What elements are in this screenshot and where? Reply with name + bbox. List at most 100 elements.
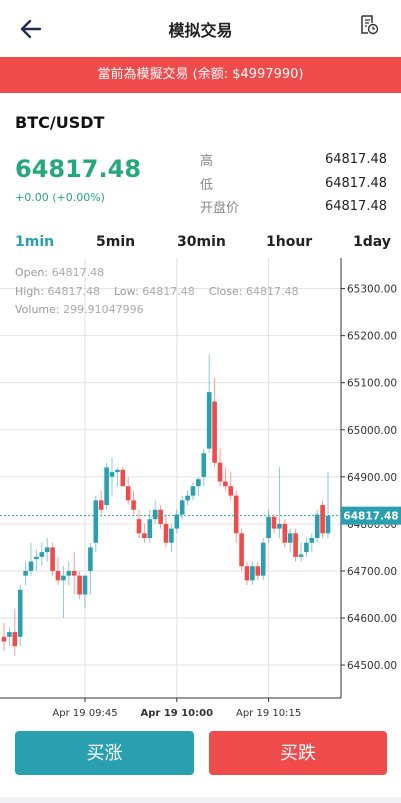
candle-body <box>174 514 180 529</box>
candlestick-chart[interactable]: 65300.00 65200.00 65100.00 65000.00 64900.00… <box>0 258 401 724</box>
candle-body <box>39 552 45 557</box>
candle-body <box>255 566 261 576</box>
stat-open-label: 开盘价 <box>200 201 240 216</box>
ohlc-volume: Volume: 299.91047996 <box>15 303 144 316</box>
tab-30min[interactable]: 30min <box>177 234 226 250</box>
y-tick-label: 65300.00 <box>347 284 397 296</box>
candle-body <box>12 632 18 647</box>
candle-body <box>77 575 82 595</box>
back-arrow-icon[interactable] <box>18 16 44 42</box>
candle-body <box>206 392 212 449</box>
candle-body <box>298 554 304 557</box>
candle-body <box>287 533 293 543</box>
candle-body <box>239 533 244 567</box>
buy-down-button[interactable]: 买跌 <box>209 731 387 775</box>
candle-body <box>125 486 131 501</box>
candle-body <box>98 500 104 510</box>
candle-body <box>7 632 12 637</box>
candle-body <box>277 523 282 529</box>
candle-body <box>244 566 250 581</box>
candle-body <box>44 547 50 553</box>
candle-body <box>260 542 266 576</box>
tab-1min[interactable]: 1min <box>15 234 55 250</box>
stat-low-value: 64817.48 <box>324 176 387 191</box>
candle-body <box>82 575 88 595</box>
y-tick-label: 64500.00 <box>347 660 397 672</box>
interval-tabs: 1min 5min 30min 1hour 1day <box>0 234 401 256</box>
candle-body <box>142 533 147 538</box>
y-tick-label: 65100.00 <box>347 378 397 390</box>
candle-body <box>228 486 234 496</box>
candle-body <box>185 495 190 501</box>
candle-body <box>304 542 309 553</box>
price-change: +0.00 (+0.00%) <box>15 191 105 204</box>
candle-body <box>325 515 331 534</box>
candle-body <box>120 469 126 487</box>
buy-up-button[interactable]: 买涨 <box>15 731 194 775</box>
candle-body <box>93 500 99 543</box>
candle-body <box>282 523 288 543</box>
candle-body <box>1 636 7 642</box>
candle-body <box>163 523 169 543</box>
stat-high-label: 高 <box>200 154 214 169</box>
candle-body <box>147 519 153 538</box>
candle-body <box>190 486 196 496</box>
candle-body <box>66 570 72 576</box>
y-tick-label: 65200.00 <box>347 331 397 343</box>
bottom-divider <box>0 797 401 803</box>
candle-body <box>131 500 136 510</box>
candle-body <box>169 528 174 543</box>
y-tick-label: 64900.00 <box>347 472 397 484</box>
header-bar: 模拟交易 <box>0 0 401 57</box>
current-price-label: 64817.48 <box>343 511 398 523</box>
candle-body <box>309 538 315 543</box>
candle-body <box>179 500 185 515</box>
page-title: 模拟交易 <box>168 21 233 40</box>
candle-body <box>266 516 271 538</box>
stat-low-label: 低 <box>200 178 214 193</box>
candle-body <box>115 469 120 473</box>
candle-body <box>196 479 201 487</box>
candle-body <box>71 570 77 576</box>
tab-1hour[interactable]: 1hour <box>266 234 313 250</box>
tab-1day[interactable]: 1day <box>353 234 391 250</box>
candle-body <box>136 519 142 534</box>
trading-pair: BTC/USDT <box>15 113 105 132</box>
x-tick-label: Apr 19 09:45 <box>52 708 117 719</box>
x-tick-label: Apr 19 10:15 <box>236 708 301 719</box>
y-tick-label: 65000.00 <box>347 425 397 437</box>
candle-body <box>271 516 277 529</box>
candle-body <box>50 547 55 571</box>
candle-body <box>104 467 109 506</box>
candle-body <box>23 570 28 576</box>
candle-body <box>250 566 255 581</box>
candle-body <box>217 462 223 482</box>
candle-body <box>34 556 39 560</box>
candle-body <box>212 401 217 463</box>
order-history-icon[interactable] <box>359 14 379 36</box>
stat-open-value: 64817.48 <box>324 199 387 214</box>
ohlc-open: Open: 64817.48 <box>15 266 105 279</box>
candle-body <box>223 481 228 487</box>
ohlc-row: High: 64817.48 Low: 64817.48 Close: 6481… <box>15 285 299 298</box>
candle-body <box>158 509 163 524</box>
current-price: 64817.48 <box>15 155 142 183</box>
stat-high-value: 64817.48 <box>324 152 387 167</box>
x-tick-label: Apr 19 10:00 <box>141 708 214 719</box>
candle-body <box>28 561 34 571</box>
simulation-balance-banner: 當前為模擬交易 (余额: $4997990) <box>0 57 401 93</box>
candle-body <box>61 575 66 581</box>
candle-body <box>320 505 325 534</box>
candle-body <box>88 547 93 571</box>
y-tick-label: 64600.00 <box>347 613 397 625</box>
candle-body <box>201 453 207 477</box>
current-price-marker <box>341 506 401 525</box>
candle-body <box>17 589 23 637</box>
candle-body <box>233 495 239 534</box>
y-tick-label: 64700.00 <box>347 566 397 578</box>
tab-5min[interactable]: 5min <box>96 234 136 250</box>
candle-body <box>109 472 115 477</box>
candle-body <box>152 509 158 520</box>
candle-body <box>55 570 61 581</box>
candle-body <box>314 514 320 538</box>
